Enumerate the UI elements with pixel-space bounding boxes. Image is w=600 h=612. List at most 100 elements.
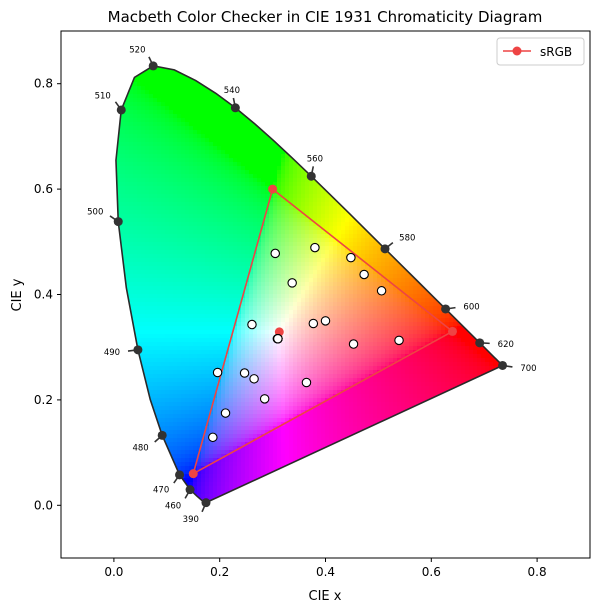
locus-fill-cell <box>317 166 322 171</box>
locus-fill-cell <box>437 138 442 143</box>
locus-fill-cell <box>469 230 474 235</box>
locus-fill-cell <box>465 102 470 107</box>
locus-fill-cell <box>233 130 238 135</box>
locus-fill-cell <box>137 218 142 223</box>
locus-fill-cell <box>237 170 242 175</box>
locus-fill-cell <box>289 174 294 179</box>
locus-fill-cell <box>337 154 342 159</box>
locus-fill-cell <box>397 138 402 143</box>
locus-fill-cell <box>125 194 130 199</box>
locus-fill-cell <box>353 134 358 139</box>
locus-fill-cell <box>405 142 410 147</box>
locus-fill-cell <box>345 82 350 87</box>
locus-fill-cell <box>141 134 146 139</box>
locus-fill-cell <box>297 250 302 255</box>
locus-fill-cell <box>437 230 442 235</box>
locus-fill-cell <box>397 74 402 79</box>
locus-fill-cell <box>333 110 338 115</box>
locus-fill-cell <box>205 258 210 263</box>
locus-fill-cell <box>115 234 118 239</box>
locus-fill-cell <box>493 102 498 107</box>
locus-fill-cell <box>445 130 450 135</box>
locus-fill-cell <box>285 82 290 87</box>
locus-fill-cell <box>269 230 274 235</box>
locus-fill-cell <box>133 198 138 203</box>
locus-fill-cell <box>129 202 134 207</box>
locus-fill-cell <box>333 230 338 235</box>
locus-fill-cell <box>185 122 190 127</box>
locus-fill-cell <box>473 202 478 207</box>
locus-fill-cell <box>165 138 170 143</box>
locus-fill-cell <box>445 110 450 115</box>
locus-fill-cell <box>301 186 306 191</box>
locus-fill-cell <box>461 242 466 247</box>
locus-fill-cell <box>153 162 158 167</box>
locus-fill-cell <box>185 190 190 195</box>
locus-fill-cell <box>173 134 178 139</box>
locus-fill-cell <box>289 134 294 139</box>
locus-fill-cell <box>365 74 370 79</box>
locus-fill-cell <box>373 250 378 255</box>
locus-fill-cell <box>333 138 338 143</box>
locus-fill-cell <box>253 90 258 95</box>
locus-fill-cell <box>281 198 286 203</box>
locus-fill-cell <box>337 242 342 247</box>
locus-fill-cell <box>385 142 390 147</box>
locus-fill-cell <box>173 142 178 147</box>
locus-fill-cell <box>453 138 458 143</box>
locus-fill-cell <box>401 146 406 151</box>
locus-fill-cell <box>489 94 494 99</box>
locus-fill-cell <box>189 186 194 191</box>
locus-fill-cell <box>261 162 266 167</box>
locus-fill-cell <box>373 106 378 111</box>
locus-fill-cell <box>253 218 258 223</box>
locus-fill-cell <box>425 258 430 263</box>
locus-fill-cell <box>281 222 286 227</box>
locus-fill-cell <box>209 65 214 67</box>
locus-fill-cell <box>381 134 386 139</box>
locus-fill-cell <box>213 106 218 111</box>
locus-fill-cell <box>145 74 150 79</box>
locus-fill-cell <box>409 70 414 75</box>
locus-fill-cell <box>457 182 462 187</box>
locus-fill-cell <box>249 230 254 235</box>
locus-fill-cell <box>481 242 486 247</box>
locus-fill-cell <box>221 254 226 259</box>
locus-fill-cell <box>145 214 150 219</box>
locus-fill-cell <box>157 162 162 167</box>
locus-fill-cell <box>381 158 386 163</box>
locus-fill-cell <box>269 214 274 219</box>
locus-fill-cell <box>421 194 426 199</box>
locus-fill-cell <box>297 106 302 111</box>
locus-fill-cell <box>429 246 434 251</box>
locus-fill-cell <box>309 206 314 211</box>
locus-fill-cell <box>437 118 442 123</box>
locus-fill-cell <box>205 182 210 187</box>
locus-fill-cell <box>429 142 434 147</box>
locus-fill-cell <box>489 182 494 187</box>
locus-fill-cell <box>401 246 406 251</box>
locus-fill-cell <box>493 122 498 127</box>
locus-fill-cell <box>361 94 366 99</box>
locus-fill-cell <box>169 218 174 223</box>
locus-fill-cell <box>481 70 486 75</box>
locus-fill-cell <box>373 78 378 83</box>
locus-fill-cell <box>441 250 446 255</box>
locus-fill-cell <box>321 190 326 195</box>
locus-fill-cell <box>245 174 250 179</box>
locus-fill-cell <box>221 190 226 195</box>
locus-fill-cell <box>293 174 298 179</box>
locus-fill-cell <box>445 65 450 67</box>
locus-fill-cell <box>369 86 374 91</box>
locus-fill-cell <box>461 122 466 127</box>
locus-fill-cell <box>129 130 134 135</box>
locus-fill-cell <box>285 166 290 171</box>
locus-fill-cell <box>289 90 294 95</box>
locus-fill-cell <box>365 158 370 163</box>
locus-fill-cell <box>461 98 466 103</box>
locus-fill-cell <box>257 170 262 175</box>
locus-fill-cell <box>269 146 274 151</box>
locus-fill-cell <box>177 130 182 135</box>
locus-fill-cell <box>477 158 482 163</box>
locus-fill-cell <box>469 130 474 135</box>
